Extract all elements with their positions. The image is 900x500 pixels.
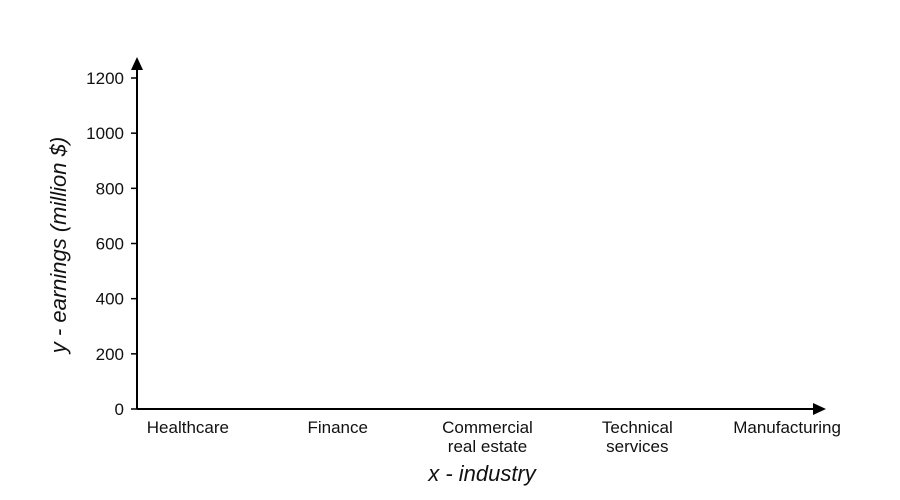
- y-tick-label: 1000: [86, 124, 124, 143]
- y-axis-ticks: 0 200 400 600 800 1000 1200: [86, 69, 137, 419]
- x-category-line: Healthcare: [147, 418, 229, 437]
- x-category-label: Technical services: [602, 418, 673, 456]
- y-tick-label: 600: [96, 235, 124, 254]
- x-category-line: services: [606, 437, 668, 456]
- x-category-line: Commercial: [442, 418, 533, 437]
- y-tick-label: 200: [96, 345, 124, 364]
- y-tick-label: 1200: [86, 69, 124, 88]
- x-category-label: Manufacturing: [733, 418, 841, 437]
- x-axis-categories: Healthcare Finance Commercial real estate Te…: [147, 418, 841, 456]
- x-category-label: Finance: [307, 418, 367, 437]
- y-tick-label: 800: [96, 179, 124, 198]
- x-category-line: Manufacturing: [733, 418, 841, 437]
- x-axis-arrow-icon: [813, 403, 826, 415]
- y-axis-title: y - earnings (million $): [46, 137, 71, 355]
- y-axis-arrow-icon: [131, 57, 143, 70]
- x-category-label: Healthcare: [147, 418, 229, 437]
- y-tick-label: 0: [115, 400, 124, 419]
- x-category-line: Finance: [307, 418, 367, 437]
- x-category-label: Commercial real estate: [442, 418, 533, 456]
- x-axis-title: x - industry: [427, 461, 538, 486]
- x-category-line: real estate: [448, 437, 527, 456]
- x-category-line: Technical: [602, 418, 673, 437]
- y-tick-label: 400: [96, 290, 124, 309]
